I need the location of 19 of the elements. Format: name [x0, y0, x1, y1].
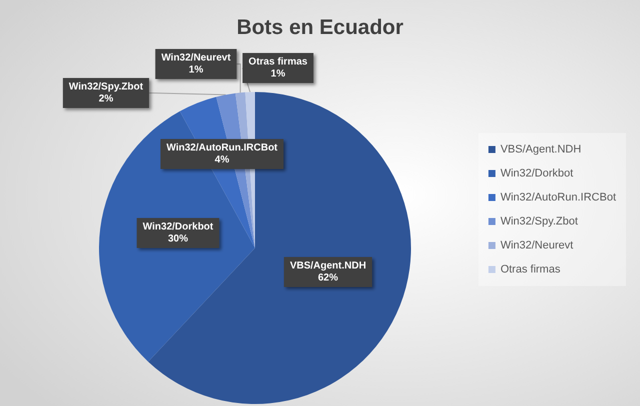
legend-label: Win32/AutoRun.IRCBot [500, 192, 616, 204]
slice-label: Win32/Neurevt [161, 52, 232, 64]
legend-label: Win32/Dorkbot [500, 168, 574, 180]
data-label: 1% [270, 68, 286, 80]
slice-label: Win32/Dorkbot [142, 222, 214, 232]
slice-label: Win32/AutoRun.IRCBot [166, 142, 278, 154]
slice-label: VBS/Agent.NDH [290, 260, 366, 272]
data-label: 4% [214, 154, 230, 166]
legend-label: Win32/Neurevt [500, 240, 574, 252]
slice-label: Win32/Spy.Zbot [68, 82, 144, 92]
legend-label: VBS/Agent.NDH [500, 144, 582, 156]
data-label: 1% [188, 64, 204, 76]
legend-label: Win32/Spy.Zbot [500, 216, 578, 228]
slice-label: Otras firmas [248, 56, 308, 68]
data-label: 2% [98, 94, 114, 104]
legend-label: Otras firmas [500, 264, 561, 276]
data-label: 30% [168, 234, 188, 244]
data-label: 62% [318, 272, 338, 284]
chart-title: Bots en Ecuador [236, 16, 404, 39]
